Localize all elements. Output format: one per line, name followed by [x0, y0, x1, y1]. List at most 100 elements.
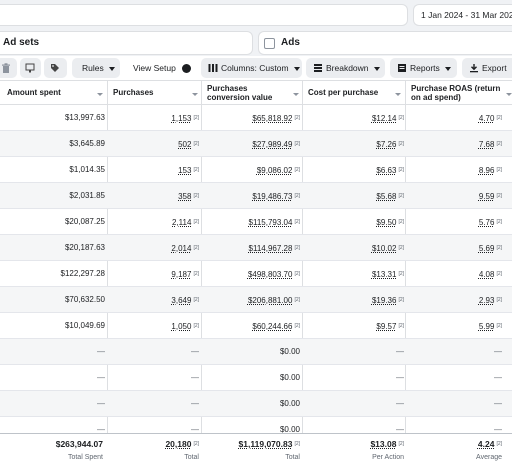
cell-conversion-value: $114,967.28 [2]: [248, 244, 300, 253]
export-dropdown[interactable]: Export: [462, 58, 512, 78]
cell-purchase-roas: 7.68 [2]: [478, 140, 502, 149]
total-value: $13.08 [2]: [370, 439, 404, 449]
sort-icon: [395, 93, 401, 96]
ads-checkbox[interactable]: [264, 38, 275, 49]
columns-icon: [208, 64, 218, 72]
cell-cost-per-purchase: $5.68 [2]: [376, 192, 404, 201]
cell-cost-per-purchase: $12.14 [2]: [371, 114, 404, 123]
breakdown-label: Breakdown: [326, 63, 369, 73]
cell-amount-spent: $122,297.28: [60, 269, 106, 278]
cell-cost-per-purchase: $9.57 [2]: [376, 322, 404, 331]
column-header-label: Amount spent: [7, 88, 61, 97]
column-header-cost-per-purchase[interactable]: Cost per purchase: [308, 81, 403, 104]
table-row[interactable]: $2,031.85 358 [2] $19,486.73 [2] $5.68 [2] 9.59…: [0, 183, 512, 209]
total-value: $263,944.07: [55, 439, 103, 449]
cell-cost-per-purchase: $6.63 [2]: [376, 166, 404, 175]
column-header-label: Purchase ROAS (return on ad spend): [411, 83, 501, 102]
reports-dropdown[interactable]: Reports: [390, 58, 457, 78]
view-setup-label: View Setup: [133, 63, 176, 73]
header-divider: [0, 104, 512, 105]
cell-purchases: —: [191, 373, 199, 382]
cell-purchases: 502 [2]: [178, 140, 199, 149]
toolbar: Rules View Setup Columns: Custom Breakdo…: [0, 56, 512, 81]
total-value: $1,119,070.83 [2]: [238, 439, 300, 449]
totals-row: $263,944.07 Total Spent 20,180 [2] Total …: [0, 433, 512, 472]
table-row[interactable]: $3,645.89 502 [2] $27,989.49 [2] $7.26 [2] 7.68…: [0, 131, 512, 157]
tag-button[interactable]: [44, 58, 67, 78]
cell-amount-spent: —: [97, 425, 105, 434]
cell-cost-per-purchase: —: [396, 373, 404, 382]
breakdown-icon: [314, 64, 322, 72]
column-header-label: Purchases conversion value: [207, 83, 273, 102]
cell-conversion-value: $115,793.04 [2]: [248, 218, 300, 227]
cell-purchases: 1,153 [2]: [171, 114, 199, 123]
cell-amount-spent: —: [97, 373, 105, 382]
cell-amount-spent: $13,997.63: [64, 113, 105, 122]
cell-conversion-value: $0.00: [279, 399, 300, 408]
table-row[interactable]: $70,632.50 3,649 [2] $206,881.00 [2] $19.36 [2…: [0, 287, 512, 313]
delete-button[interactable]: [0, 58, 17, 78]
cell-cost-per-purchase: $19.36 [2]: [371, 296, 404, 305]
view-setup-toggle[interactable]: View Setup: [126, 58, 198, 78]
toggle-icon: [181, 64, 191, 74]
total-label: Total Spent: [67, 454, 103, 461]
total-roas: 4.24 [2] Average: [476, 438, 502, 464]
cell-conversion-value: $0.00: [279, 425, 300, 434]
breakdown-dropdown[interactable]: Breakdown: [306, 58, 385, 78]
cell-conversion-value: $0.00: [279, 373, 300, 382]
table-row[interactable]: $20,187.63 2,014 [2] $114,967.28 [2] $10.02 [2…: [0, 235, 512, 261]
cell-purchases: 9,187 [2]: [171, 270, 199, 279]
results-table: Amount spent Purchases Purchases convers…: [0, 81, 512, 472]
column-header-label: Purchases: [113, 88, 154, 97]
column-header-amount-spent[interactable]: Amount spent: [7, 81, 105, 104]
sort-icon: [506, 93, 512, 96]
cell-purchase-roas: 5.99 [2]: [478, 322, 502, 331]
cell-amount-spent: $10,049.69: [64, 321, 105, 330]
cell-amount-spent: $20,187.63: [64, 243, 105, 252]
table-row[interactable]: — — $0.00 — —: [0, 365, 512, 391]
table-row[interactable]: $10,049.69 1,050 [2] $60,244.66 [2] $9.57 [2] 5…: [0, 313, 512, 339]
rules-dropdown[interactable]: Rules: [72, 58, 120, 78]
table-row[interactable]: $20,087.25 2,114 [2] $115,793.04 [2] $9.50 [2]…: [0, 209, 512, 235]
rules-label: Rules: [82, 63, 104, 73]
table-row[interactable]: $122,297.28 9,187 [2] $498,803.70 [2] $13.31[…: [0, 261, 512, 287]
cell-amount-spent: —: [97, 347, 105, 356]
cell-purchases: 3,649 [2]: [171, 296, 199, 305]
total-value: 4.24 [2]: [477, 439, 502, 449]
total-conversion-value: $1,119,070.83 [2] Total: [239, 438, 300, 464]
chevron-down-icon: [293, 66, 300, 71]
cell-cost-per-purchase: $10.02 [2]: [371, 244, 404, 253]
search-filter-bar[interactable]: [0, 4, 408, 26]
cell-cost-per-purchase: —: [396, 399, 404, 408]
cell-purchase-roas: —: [494, 373, 502, 382]
cell-amount-spent: $20,087.25: [64, 217, 105, 226]
columns-dropdown[interactable]: Columns: Custom: [201, 58, 302, 78]
cell-amount-spent: $3,645.89: [69, 139, 105, 148]
cell-purchases: 1,050 [2]: [171, 322, 199, 331]
cell-cost-per-purchase: —: [396, 425, 404, 434]
table-row[interactable]: — — $0.00 — —: [0, 339, 512, 365]
cell-conversion-value: $65,818.92 [2]: [252, 114, 300, 123]
tab-ads-label: Ads: [281, 37, 300, 48]
cell-purchase-roas: 5.69 [2]: [478, 244, 502, 253]
sort-icon: [192, 93, 198, 96]
table-row[interactable]: $1,014.35 153 [2] $9,086.02 [2] $6.63 [2] 8.96[…: [0, 157, 512, 183]
cell-purchase-roas: 2.93 [2]: [478, 296, 502, 305]
column-header-purchase-roas[interactable]: Purchase ROAS (return on ad spend): [411, 81, 512, 104]
tab-ads[interactable]: Ads: [258, 31, 512, 55]
cell-conversion-value: $19,486.73 [2]: [252, 192, 300, 201]
tab-ad-sets[interactable]: Ad sets: [0, 31, 253, 55]
duplicate-button[interactable]: [20, 58, 41, 78]
cell-cost-per-purchase: $13.31 [2]: [371, 270, 404, 279]
column-divider: [201, 81, 202, 472]
cell-amount-spent: $1,014.35: [69, 165, 105, 174]
cell-cost-per-purchase: —: [396, 347, 404, 356]
cell-purchase-roas: —: [494, 347, 502, 356]
cell-conversion-value: $206,881.00 [2]: [247, 296, 300, 305]
copy-icon: [25, 63, 35, 73]
date-range-picker[interactable]: 1 Jan 2024 - 31 Mar 2024: [413, 4, 512, 26]
column-header-purchases-conversion-value[interactable]: Purchases conversion value: [207, 81, 299, 104]
table-row[interactable]: $13,997.63 1,153 [2] $65,818.92 [2] $12.14 [2]…: [0, 105, 512, 131]
table-row[interactable]: — — $0.00 — —: [0, 391, 512, 417]
column-header-purchases[interactable]: Purchases: [113, 81, 199, 104]
